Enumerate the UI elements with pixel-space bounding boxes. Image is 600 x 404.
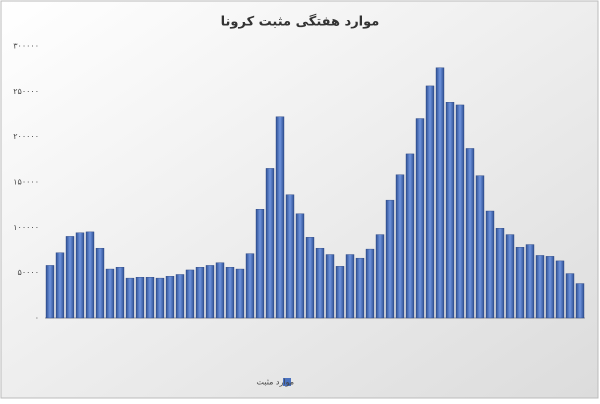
bar xyxy=(375,234,385,319)
bar xyxy=(415,118,425,319)
y-tick-label: ۱۰۰۰۰۰ xyxy=(13,223,39,232)
bar xyxy=(95,247,105,319)
bar xyxy=(125,277,135,319)
bar xyxy=(495,228,505,319)
bar xyxy=(565,273,575,319)
bar xyxy=(155,277,165,319)
bar xyxy=(455,104,465,319)
bar xyxy=(135,277,145,319)
bar xyxy=(145,277,155,319)
bar xyxy=(275,116,285,319)
chart-title: موارد هفتگی مثبت کرونا xyxy=(221,14,380,30)
bar xyxy=(175,274,185,319)
bar xyxy=(285,194,295,319)
bar xyxy=(405,153,415,319)
bar xyxy=(515,247,525,319)
bar xyxy=(115,267,125,319)
legend-label: موارد مثبت xyxy=(256,378,294,387)
bar xyxy=(235,268,245,319)
bar xyxy=(465,148,475,319)
legend-swatch xyxy=(283,378,291,386)
bar xyxy=(65,236,75,319)
bar xyxy=(475,175,485,319)
bar xyxy=(225,267,235,319)
bar xyxy=(55,252,65,319)
bar xyxy=(345,254,355,319)
bar xyxy=(575,283,585,319)
bar xyxy=(325,254,335,319)
bar xyxy=(385,199,395,319)
y-tick-label: ۲۰۰۰۰۰ xyxy=(13,132,39,141)
bar xyxy=(315,247,325,319)
bar xyxy=(295,213,305,319)
y-tick-label: ۲۵۰۰۰۰ xyxy=(13,87,39,96)
bar xyxy=(485,210,495,319)
bar xyxy=(185,269,195,319)
bar xyxy=(195,267,205,319)
bar xyxy=(255,208,265,319)
bar xyxy=(435,67,445,319)
bar xyxy=(45,265,55,319)
bar xyxy=(445,102,455,319)
bar xyxy=(165,276,175,319)
bar xyxy=(545,256,555,319)
bar xyxy=(425,85,435,319)
bar xyxy=(75,232,85,319)
bar xyxy=(505,234,515,319)
bar xyxy=(245,253,255,319)
bar xyxy=(535,255,545,319)
y-tick-label: ۰ xyxy=(35,314,39,323)
bar xyxy=(215,262,225,319)
bar xyxy=(85,231,95,319)
bar xyxy=(525,244,535,319)
y-tick-label: ۱۵۰۰۰۰ xyxy=(13,178,39,187)
bar xyxy=(335,266,345,319)
bar xyxy=(395,174,405,319)
y-tick-label: ۵۰۰۰۰ xyxy=(18,268,39,277)
bar xyxy=(305,237,315,319)
bar xyxy=(205,265,215,319)
bar xyxy=(265,168,275,319)
bar xyxy=(555,260,565,319)
bar xyxy=(105,268,115,319)
bar xyxy=(365,248,375,319)
bar xyxy=(355,257,365,319)
y-tick-label: ۳۰۰۰۰۰ xyxy=(13,42,39,51)
